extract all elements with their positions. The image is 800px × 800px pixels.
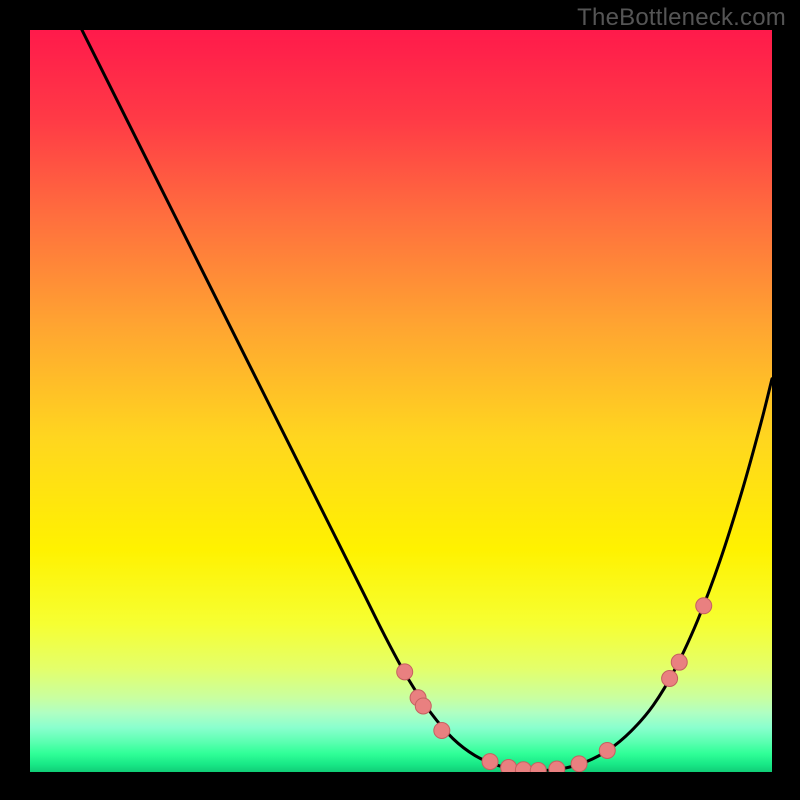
data-marker (696, 598, 712, 614)
data-marker (599, 742, 615, 758)
data-marker (501, 760, 517, 772)
chart-svg (30, 30, 772, 772)
data-marker (482, 754, 498, 770)
data-marker (571, 756, 587, 772)
watermark-text: TheBottleneck.com (577, 4, 786, 32)
data-marker (415, 698, 431, 714)
data-marker (397, 664, 413, 680)
chart-plot-area (30, 30, 772, 772)
data-marker (662, 671, 678, 687)
data-marker (671, 654, 687, 670)
chart-background-gradient (30, 30, 772, 772)
data-marker (549, 761, 565, 772)
data-marker (434, 722, 450, 738)
